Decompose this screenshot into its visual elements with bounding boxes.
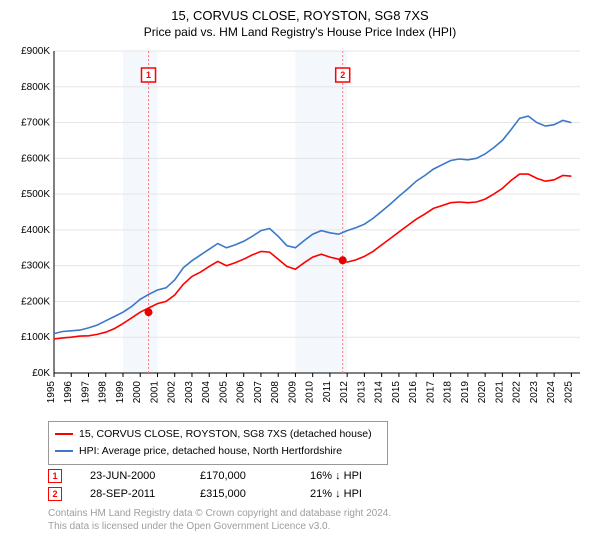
line-chart: £0K £100K £200K £300K £400K £500K £600K £700K £8… <box>12 45 588 415</box>
legend-label: 15, CORVUS CLOSE, ROYSTON, SG8 7XS (deta… <box>79 426 372 443</box>
event-row: 1 23-JUN-2000 £170,000 16% ↓ HPI <box>48 469 588 483</box>
svg-text:2003: 2003 <box>184 381 195 404</box>
legend-label: HPI: Average price, detached house, Nort… <box>79 443 342 460</box>
page-subtitle: Price paid vs. HM Land Registry's House … <box>12 25 588 39</box>
legend-swatch <box>55 450 73 452</box>
svg-text:2021: 2021 <box>494 381 505 404</box>
event-date: 28-SEP-2011 <box>90 488 172 500</box>
event-number-badge: 1 <box>48 469 62 483</box>
svg-text:2022: 2022 <box>512 381 523 404</box>
legend-swatch <box>55 433 73 435</box>
svg-text:2: 2 <box>340 70 345 80</box>
page-title: 15, CORVUS CLOSE, ROYSTON, SG8 7XS <box>12 8 588 23</box>
svg-text:£400K: £400K <box>21 225 50 236</box>
svg-text:2025: 2025 <box>563 381 574 404</box>
svg-text:£900K: £900K <box>21 46 50 57</box>
svg-text:2007: 2007 <box>253 381 264 404</box>
footer-line-1: Contains HM Land Registry data © Crown c… <box>48 507 588 521</box>
svg-text:2008: 2008 <box>270 381 281 404</box>
chart-titles: 15, CORVUS CLOSE, ROYSTON, SG8 7XS Price… <box>12 8 588 39</box>
svg-text:2011: 2011 <box>322 381 333 403</box>
svg-text:£600K: £600K <box>21 153 50 164</box>
svg-text:£200K: £200K <box>21 296 50 307</box>
svg-text:2001: 2001 <box>149 381 160 404</box>
svg-text:2009: 2009 <box>287 381 298 404</box>
svg-text:2015: 2015 <box>391 381 402 404</box>
event-table: 1 23-JUN-2000 £170,000 16% ↓ HPI 2 28-SEP-201… <box>48 469 588 501</box>
svg-text:2004: 2004 <box>201 381 212 404</box>
svg-text:2017: 2017 <box>425 381 436 404</box>
svg-text:2006: 2006 <box>236 381 247 404</box>
svg-text:2000: 2000 <box>132 381 143 404</box>
svg-text:2002: 2002 <box>167 381 178 404</box>
legend: 15, CORVUS CLOSE, ROYSTON, SG8 7XS (deta… <box>48 421 388 465</box>
svg-text:2012: 2012 <box>339 381 350 404</box>
event-diff: 21% ↓ HPI <box>310 488 392 500</box>
svg-text:£700K: £700K <box>21 118 50 129</box>
svg-text:2013: 2013 <box>356 381 367 404</box>
svg-text:2020: 2020 <box>477 381 488 404</box>
svg-text:1: 1 <box>146 70 151 80</box>
svg-text:£800K: £800K <box>21 82 50 93</box>
event-price: £315,000 <box>200 488 282 500</box>
event-diff: 16% ↓ HPI <box>310 470 392 482</box>
svg-text:2023: 2023 <box>529 381 540 404</box>
event-price: £170,000 <box>200 470 282 482</box>
svg-text:2010: 2010 <box>305 381 316 404</box>
svg-text:1995: 1995 <box>46 381 57 404</box>
svg-text:2018: 2018 <box>443 381 454 404</box>
svg-text:2016: 2016 <box>408 381 419 404</box>
svg-text:£300K: £300K <box>21 261 50 272</box>
svg-text:1998: 1998 <box>98 381 109 404</box>
event-number-badge: 2 <box>48 487 62 501</box>
footer-line-2: This data is licensed under the Open Gov… <box>48 520 588 534</box>
chart-area: £0K £100K £200K £300K £400K £500K £600K £700K £8… <box>12 45 588 415</box>
svg-text:£0K: £0K <box>32 368 50 379</box>
svg-text:2024: 2024 <box>546 381 557 404</box>
svg-text:1999: 1999 <box>115 381 126 404</box>
event-row: 2 28-SEP-2011 £315,000 21% ↓ HPI <box>48 487 588 501</box>
legend-row: 15, CORVUS CLOSE, ROYSTON, SG8 7XS (deta… <box>55 426 381 443</box>
legend-row: HPI: Average price, detached house, Nort… <box>55 443 381 460</box>
svg-text:2019: 2019 <box>460 381 471 404</box>
svg-text:2005: 2005 <box>218 381 229 404</box>
event-date: 23-JUN-2000 <box>90 470 172 482</box>
svg-text:1997: 1997 <box>80 381 91 404</box>
svg-text:£500K: £500K <box>21 189 50 200</box>
footer-attribution: Contains HM Land Registry data © Crown c… <box>48 507 588 534</box>
svg-text:1996: 1996 <box>63 381 74 404</box>
svg-text:2014: 2014 <box>374 381 385 404</box>
svg-text:£100K: £100K <box>21 332 50 343</box>
